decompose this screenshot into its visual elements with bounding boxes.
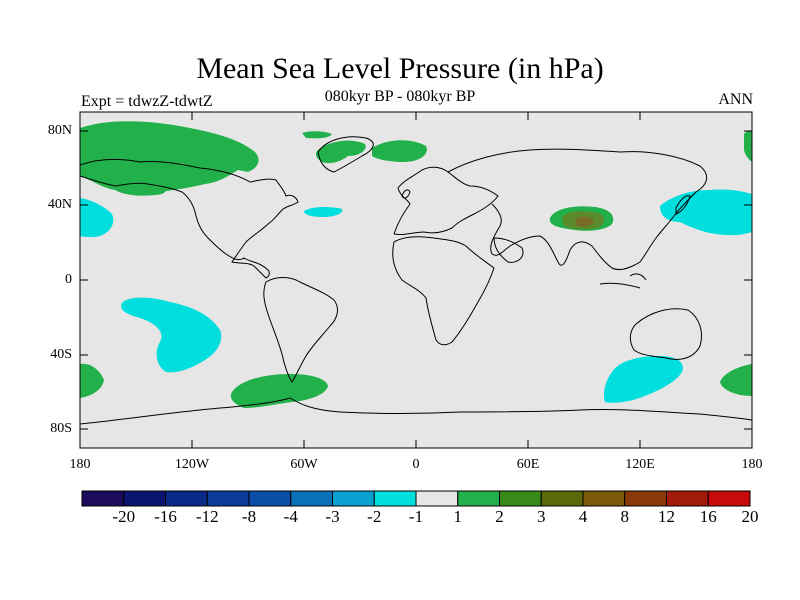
lat-tick-label-80s: 80S (50, 421, 72, 436)
lon-tick-label-120e: 120E (625, 457, 655, 472)
colorbar-swatch (290, 490, 333, 507)
colorbar-label: -1 (408, 507, 424, 526)
colorbar-swatch (415, 490, 459, 507)
colorbar-swatch (332, 490, 375, 507)
colorbar-swatch (248, 490, 292, 507)
colorbar-label: -4 (283, 507, 298, 526)
anomaly-region-norway-sea (372, 140, 427, 162)
colorbar-label: -2 (367, 507, 382, 526)
colorbar-swatch (206, 490, 250, 507)
colorbar-label: -3 (325, 507, 340, 526)
colorbar-swatch (666, 490, 709, 507)
coastline-arabia (493, 237, 524, 263)
colorbar-swatch (707, 490, 751, 507)
colorbar-label: 8 (620, 507, 630, 526)
anomaly-region-southern-ocean-atlantic (230, 374, 328, 408)
experiment-label: Expt = tdwzZ-tdwtZ (81, 93, 213, 110)
lon-tick-label-180w: 180 (69, 457, 91, 472)
colorbar-label: 2 (495, 507, 504, 526)
colorbar-label: 4 (578, 507, 588, 526)
coastline-africa (392, 236, 495, 346)
colorbar-label: 16 (699, 507, 717, 526)
anomaly-region-south-indian (603, 356, 683, 403)
anomaly-region-north-pacific-west (80, 198, 114, 238)
colorbar-swatch (123, 490, 166, 507)
colorbar-swatch (624, 490, 667, 507)
colorbar-label: 20 (741, 507, 759, 526)
lat-tick-label-40s: 40S (50, 347, 72, 362)
anomaly-region-southeast-pacific (720, 364, 752, 396)
coastline-south-america (263, 277, 338, 383)
lon-tick-label-120w: 120W (174, 457, 210, 472)
coastline-north-america (80, 158, 299, 279)
colorbar-label: 12 (658, 507, 675, 526)
coastline-japan (675, 195, 691, 215)
anomaly-region-arctic-top (302, 131, 332, 139)
colorbar-label: 1 (453, 507, 463, 526)
colorbar (81, 490, 751, 507)
anomaly-region-south-pacific (121, 297, 222, 373)
lon-tick-label-0: 0 (412, 457, 420, 472)
colorbar-label: -20 (112, 507, 136, 526)
colorbar-label: -8 (241, 507, 257, 526)
anomaly-region-atlantic-small (304, 206, 343, 217)
coastline-british-isles (401, 189, 411, 199)
colorbar-swatch (373, 490, 417, 507)
colorbar-swatch (81, 490, 125, 507)
coastline-europe (393, 166, 499, 236)
colorbar-label: -16 (154, 507, 177, 526)
lat-tick-label-40n: 40N (47, 197, 72, 212)
lon-tick-label-60w: 60W (290, 457, 318, 472)
coastline-greenland (317, 136, 374, 173)
coastline-asia (447, 148, 708, 271)
colorbar-swatch (540, 490, 584, 507)
lat-tick-label-80n: 80N (47, 123, 72, 138)
pressure-anomaly-fields (80, 121, 752, 408)
latitude-ticks (80, 130, 752, 430)
lon-tick-label-60e: 60E (516, 457, 540, 472)
longitude-ticks (79, 112, 753, 448)
anomaly-region-tibet-core (575, 216, 594, 227)
coastline-australia (629, 308, 702, 360)
lon-tick-label-180e: 180 (741, 457, 763, 472)
colorbar-swatch (499, 490, 542, 507)
anomaly-region-greenland (315, 140, 366, 164)
chart-title: Mean Sea Level Pressure (in hPa) (196, 52, 604, 85)
lat-tick-label-0: 0 (65, 272, 72, 287)
chart-subtitle: 080kyr BP - 080kyr BP (324, 88, 476, 105)
anomaly-region-alaska (107, 173, 170, 196)
coastline-indonesia (599, 273, 647, 289)
season-label: ANN (718, 91, 753, 108)
coastlines (80, 136, 752, 425)
colorbar-swatch (165, 490, 208, 507)
anomaly-region-southwest-pacific (80, 363, 104, 398)
colorbar-swatch (582, 490, 626, 507)
anomaly-region-north-pacific-east (660, 189, 752, 236)
anomaly-region-east-siberia (744, 130, 752, 162)
coastline-antarctica (80, 397, 752, 425)
colorbar-swatch (457, 490, 500, 507)
colorbar-label: -12 (195, 507, 219, 526)
colorbar-label: 3 (537, 507, 546, 526)
